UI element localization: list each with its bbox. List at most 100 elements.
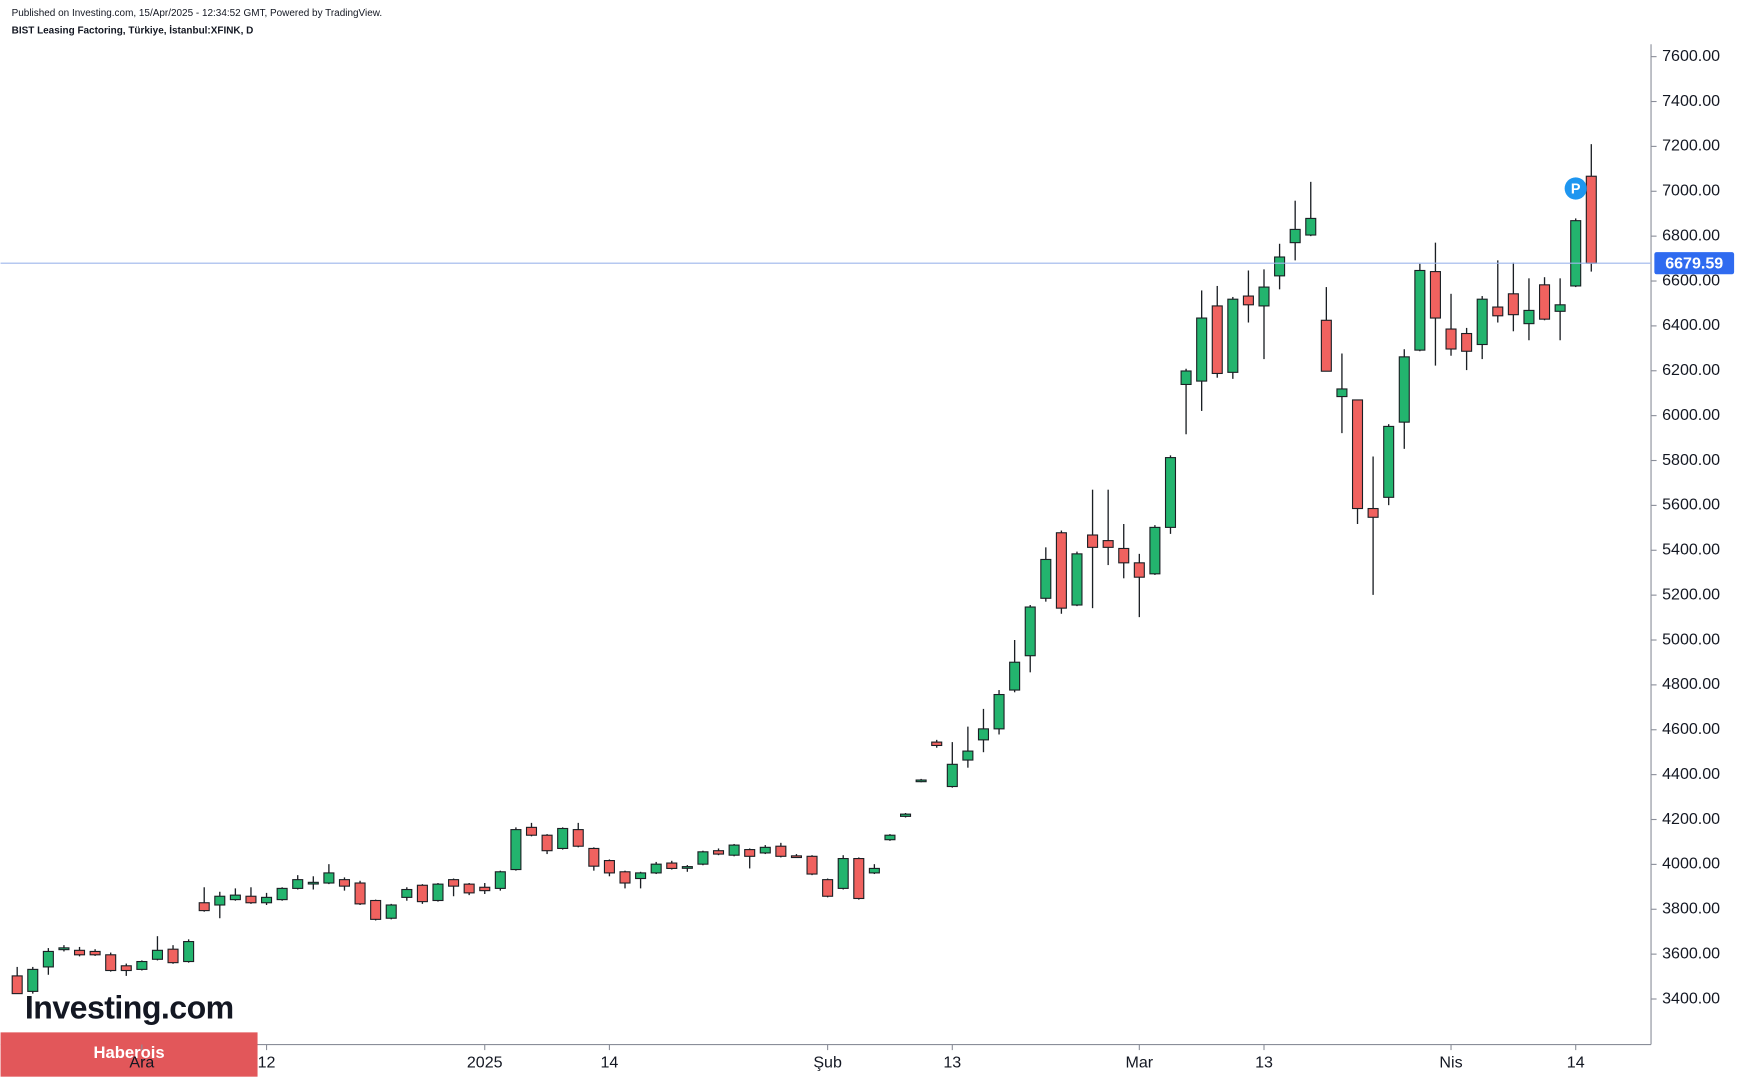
- candle-body: [245, 895, 257, 904]
- candle-body: [214, 895, 226, 906]
- candle-body: [915, 779, 927, 783]
- candle-body: [1180, 370, 1192, 386]
- y-tick-label: 3800.00: [1662, 900, 1720, 918]
- candle-body: [931, 741, 943, 747]
- candle-body: [1461, 332, 1473, 352]
- candle-body: [1024, 606, 1036, 657]
- y-tick-label: 3600.00: [1662, 944, 1720, 962]
- candle-body: [1523, 309, 1535, 325]
- candle-body: [1554, 304, 1566, 312]
- y-tick-label: 6400.00: [1662, 316, 1720, 334]
- x-tick-label: 14: [600, 1054, 618, 1072]
- candle-body: [1492, 306, 1504, 317]
- candle-body: [276, 887, 288, 901]
- candle-body: [1585, 175, 1597, 264]
- candle-body: [89, 950, 101, 956]
- marker: [1564, 177, 1587, 200]
- candle-body: [775, 845, 787, 857]
- candle-body: [635, 872, 647, 880]
- candle-body: [603, 860, 615, 874]
- candle-body: [1258, 286, 1270, 307]
- candle-body: [292, 879, 304, 889]
- candle-body: [1320, 319, 1332, 372]
- banner: Haberois: [94, 1043, 165, 1062]
- y-tick-label: 4600.00: [1662, 720, 1720, 738]
- candle-body: [58, 947, 70, 951]
- candle-body: [370, 899, 382, 920]
- x-tick-label: Ara: [129, 1054, 154, 1072]
- candle-body: [525, 826, 538, 836]
- y-tick-label: 4000.00: [1662, 855, 1720, 873]
- candle-body: [650, 863, 662, 874]
- x-tick-label: 13: [943, 1054, 961, 1072]
- candle-body: [229, 894, 241, 901]
- candle-body: [1164, 457, 1177, 528]
- y-tick-label: 5600.00: [1662, 496, 1720, 514]
- candle-body: [822, 879, 834, 897]
- candle-body: [744, 849, 756, 857]
- candle-body: [1133, 562, 1145, 578]
- candle-body: [1227, 298, 1239, 373]
- candle-body: [416, 884, 428, 903]
- candle-body: [1507, 293, 1519, 316]
- plot-area: [11, 144, 1597, 995]
- candle-body: [105, 954, 117, 972]
- candle-body: [73, 949, 86, 956]
- candle-body: [1476, 298, 1488, 346]
- candle-body: [993, 693, 1005, 730]
- candle-body: [572, 829, 584, 847]
- candle-body: [946, 763, 958, 788]
- banner-bg: [0, 1032, 258, 1077]
- candle-body: [541, 834, 553, 852]
- candle-body: [432, 883, 444, 902]
- candle-body: [962, 750, 974, 761]
- y-tick-label: 5800.00: [1662, 451, 1720, 469]
- candle-body: [712, 850, 725, 855]
- y-tick-label: 7200.00: [1662, 137, 1720, 155]
- candle-body: [354, 882, 366, 905]
- candle-body: [261, 896, 273, 904]
- watermark: Investing.com: [25, 990, 234, 1026]
- candle-body: [510, 829, 522, 871]
- candle-body: [1055, 532, 1067, 609]
- candle-body: [588, 847, 600, 867]
- y-tick-label: 7000.00: [1662, 182, 1720, 200]
- candle-body: [448, 879, 460, 887]
- candle-body: [1383, 425, 1395, 498]
- x-tick-label: 14: [1567, 1054, 1585, 1072]
- candle-body: [1118, 547, 1130, 564]
- candle-body: [1367, 507, 1379, 518]
- candle-body: [27, 968, 39, 992]
- candle-body: [681, 866, 693, 869]
- candle-body: [198, 902, 210, 912]
- candle-body: [1040, 558, 1052, 599]
- candle-body: [697, 851, 709, 865]
- candle-body: [1196, 317, 1208, 382]
- candle-body: [1009, 661, 1021, 691]
- x-tick-label: Nis: [1439, 1054, 1462, 1072]
- candle-body: [1211, 305, 1223, 375]
- candle-body: [868, 867, 880, 874]
- candle-body: [1538, 284, 1551, 320]
- candle-body: [167, 948, 179, 964]
- candle-body: [323, 872, 335, 884]
- y-tick-label: 6200.00: [1662, 361, 1720, 379]
- price-label: 6679.59: [1665, 255, 1723, 273]
- candle-body: [136, 960, 148, 970]
- candle-body: [806, 855, 818, 875]
- y-tick-label: 4400.00: [1662, 765, 1720, 783]
- candle-body: [1398, 356, 1410, 423]
- x-tick-label: 12: [258, 1054, 276, 1072]
- candle-body: [401, 888, 413, 898]
- candle-body: [790, 855, 802, 859]
- y-tick-label: 4200.00: [1662, 810, 1720, 828]
- candle-body: [557, 827, 569, 850]
- candle-body: [666, 862, 678, 869]
- x-tick-label: 2025: [467, 1054, 503, 1072]
- candle-body: [837, 857, 849, 889]
- candle-body: [884, 834, 896, 841]
- price-label-bg: [1654, 252, 1735, 275]
- candle-body: [479, 886, 491, 892]
